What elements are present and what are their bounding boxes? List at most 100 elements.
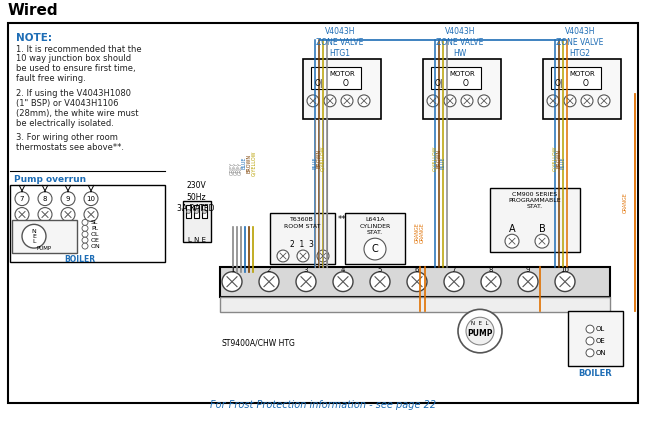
- Text: 5: 5: [378, 267, 382, 273]
- Text: L N E: L N E: [188, 237, 206, 243]
- Text: BROWN: BROWN: [316, 149, 322, 168]
- Circle shape: [427, 95, 439, 107]
- Text: ORANGE: ORANGE: [419, 222, 424, 243]
- Bar: [568, 311, 623, 366]
- Text: MOTOR: MOTOR: [569, 71, 595, 77]
- Circle shape: [317, 250, 329, 262]
- Text: A: A: [509, 225, 515, 234]
- Text: BLUE: BLUE: [441, 157, 446, 169]
- Text: **: **: [338, 216, 347, 225]
- Circle shape: [598, 95, 610, 107]
- Circle shape: [341, 95, 353, 107]
- Bar: [10, 185, 165, 262]
- Circle shape: [444, 272, 464, 292]
- Text: O|: O|: [435, 78, 443, 87]
- Circle shape: [82, 237, 88, 243]
- Text: 8: 8: [43, 196, 47, 202]
- Text: G/YELLOW: G/YELLOW: [432, 146, 437, 171]
- Circle shape: [82, 225, 88, 231]
- Circle shape: [370, 272, 390, 292]
- Text: GREY: GREY: [230, 161, 234, 175]
- Circle shape: [307, 95, 319, 107]
- Circle shape: [61, 208, 75, 222]
- Text: O|: O|: [314, 78, 324, 87]
- Text: O: O: [343, 78, 349, 87]
- Circle shape: [461, 95, 473, 107]
- Text: BROWN: BROWN: [437, 149, 441, 168]
- Text: 9: 9: [526, 267, 531, 273]
- Circle shape: [505, 234, 519, 248]
- Text: V4043H
ZONE VALVE
HTG2: V4043H ZONE VALVE HTG2: [556, 27, 604, 58]
- Circle shape: [84, 192, 98, 206]
- Text: OL: OL: [596, 326, 605, 332]
- Text: 3: 3: [303, 267, 308, 273]
- Circle shape: [333, 272, 353, 292]
- Circle shape: [586, 349, 594, 357]
- Text: 10: 10: [87, 196, 96, 202]
- Circle shape: [296, 272, 316, 292]
- Bar: [551, 67, 601, 89]
- Text: 2. If using the V4043H1080: 2. If using the V4043H1080: [16, 89, 131, 98]
- Bar: [186, 205, 191, 219]
- Circle shape: [535, 234, 549, 248]
- Circle shape: [324, 95, 336, 107]
- Circle shape: [186, 210, 190, 214]
- Text: ORANGE: ORANGE: [415, 222, 419, 243]
- Text: BLUE: BLUE: [241, 157, 247, 169]
- Circle shape: [82, 243, 88, 249]
- Text: be electrically isolated.: be electrically isolated.: [16, 119, 114, 127]
- Bar: [431, 67, 481, 89]
- Circle shape: [458, 309, 502, 353]
- Text: 1. It is recommended that the: 1. It is recommended that the: [16, 44, 142, 54]
- Bar: [543, 60, 621, 119]
- Text: V4043H
ZONE VALVE
HW: V4043H ZONE VALVE HW: [436, 27, 484, 58]
- Text: N: N: [32, 229, 36, 234]
- Circle shape: [364, 238, 386, 260]
- Text: BROWN: BROWN: [247, 154, 252, 173]
- Circle shape: [564, 95, 576, 107]
- Circle shape: [358, 95, 370, 107]
- Text: BLUE: BLUE: [313, 157, 318, 169]
- Bar: [303, 60, 381, 119]
- Text: 8: 8: [488, 267, 493, 273]
- Text: G/YELLOW: G/YELLOW: [553, 146, 558, 171]
- Circle shape: [547, 95, 559, 107]
- Text: ST9400A/C: ST9400A/C: [222, 339, 264, 348]
- Text: 7: 7: [20, 196, 24, 202]
- Text: (1" BSP) or V4043H1106: (1" BSP) or V4043H1106: [16, 99, 118, 108]
- Text: BLUE: BLUE: [560, 157, 565, 169]
- Bar: [311, 67, 361, 89]
- Circle shape: [581, 95, 593, 107]
- Text: 10 way junction box should: 10 way junction box should: [16, 54, 131, 63]
- Circle shape: [297, 250, 309, 262]
- Text: For Frost Protection information - see page 22: For Frost Protection information - see p…: [210, 400, 436, 410]
- Text: N  E  L: N E L: [471, 321, 488, 326]
- Text: BOILER: BOILER: [65, 255, 96, 264]
- Bar: [220, 267, 610, 297]
- Text: L: L: [32, 239, 36, 243]
- Text: E: E: [32, 234, 36, 239]
- Text: ON: ON: [596, 350, 607, 356]
- Text: 230V
50Hz
3A RATED: 230V 50Hz 3A RATED: [177, 181, 215, 214]
- Text: NOTE:: NOTE:: [16, 32, 52, 43]
- Text: 2  1  3: 2 1 3: [290, 240, 314, 249]
- Circle shape: [222, 272, 242, 292]
- Text: 4: 4: [341, 267, 345, 273]
- Text: 1: 1: [230, 267, 234, 273]
- Text: Wired: Wired: [8, 3, 59, 18]
- Circle shape: [518, 272, 538, 292]
- Text: GREY: GREY: [237, 161, 243, 175]
- Circle shape: [478, 95, 490, 107]
- Circle shape: [82, 231, 88, 237]
- Text: BOILER: BOILER: [578, 369, 612, 378]
- Text: thermostats see above**.: thermostats see above**.: [16, 143, 124, 152]
- Bar: [12, 220, 77, 253]
- Circle shape: [277, 250, 289, 262]
- Circle shape: [444, 95, 456, 107]
- Circle shape: [38, 192, 52, 206]
- Bar: [423, 60, 501, 119]
- Bar: [270, 213, 335, 264]
- Text: 6: 6: [415, 267, 419, 273]
- Circle shape: [22, 225, 46, 248]
- Text: ON: ON: [91, 243, 101, 249]
